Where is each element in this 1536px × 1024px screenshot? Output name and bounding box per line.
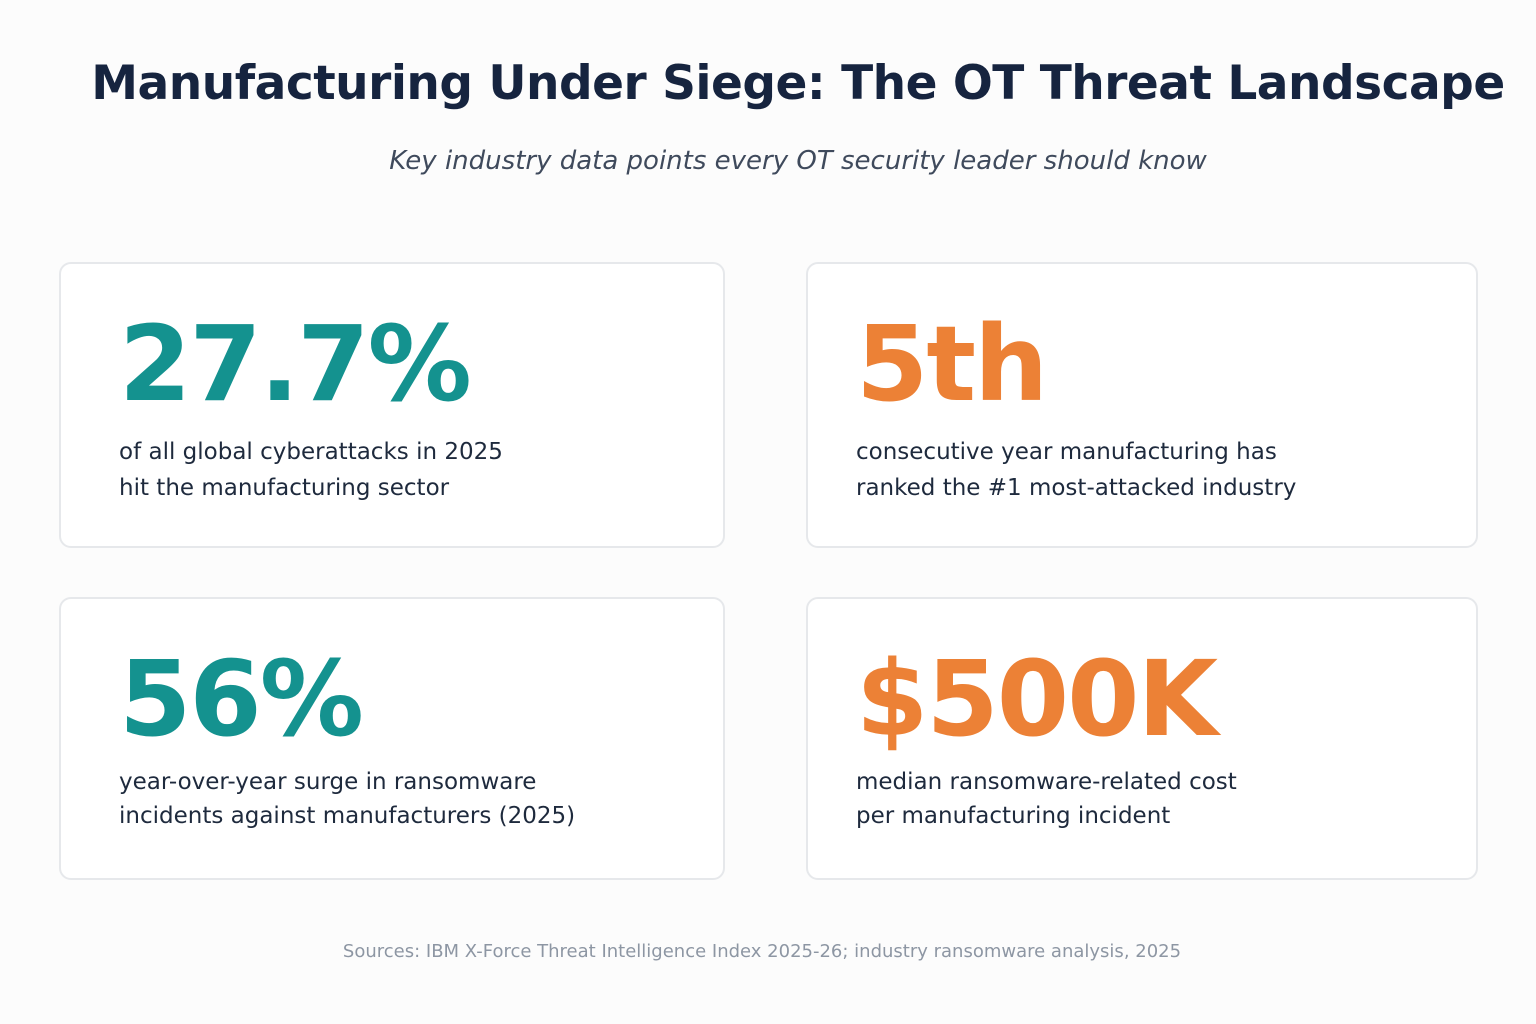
stat-card-attack-share: 27.7% of all global cyberattacks in 2025… [59, 262, 725, 548]
stat-description-line: year-over-year surge in ransomware [119, 769, 537, 795]
stat-card-incident-cost: $500K median ransomware-related cost per… [806, 597, 1478, 880]
stat-description: consecutive year manufacturing has ranke… [856, 434, 1416, 506]
stat-value: $500K [856, 638, 1218, 760]
stat-card-ransomware-surge: 56% year-over-year surge in ransomware i… [59, 597, 725, 880]
stat-description: year-over-year surge in ransomware incid… [119, 765, 679, 833]
stat-value: 56% [119, 638, 364, 760]
stat-description-line: incidents against manufacturers (2025) [119, 803, 576, 829]
stat-description-line: of all global cyberattacks in 2025 [119, 439, 503, 465]
stat-description-line: hit the manufacturing sector [119, 475, 450, 501]
stat-description-line: median ransomware-related cost [856, 769, 1237, 795]
stat-card-ranking: 5th consecutive year manufacturing has r… [806, 262, 1478, 548]
stat-description: median ransomware-related cost per manuf… [856, 765, 1416, 833]
sources-footnote: Sources: IBM X-Force Threat Intelligence… [342, 941, 1182, 962]
stat-description-line: per manufacturing incident [856, 803, 1171, 829]
stat-description-line: consecutive year manufacturing has [856, 439, 1277, 465]
stat-description: of all global cyberattacks in 2025 hit t… [119, 434, 679, 506]
stat-value: 27.7% [119, 303, 472, 425]
page-title: Manufacturing Under Siege: The OT Threat… [91, 56, 1505, 111]
stat-value: 5th [856, 303, 1048, 425]
stat-description-line: ranked the #1 most-attacked industry [856, 475, 1297, 501]
page-subtitle: Key industry data points every OT securi… [389, 146, 1207, 176]
